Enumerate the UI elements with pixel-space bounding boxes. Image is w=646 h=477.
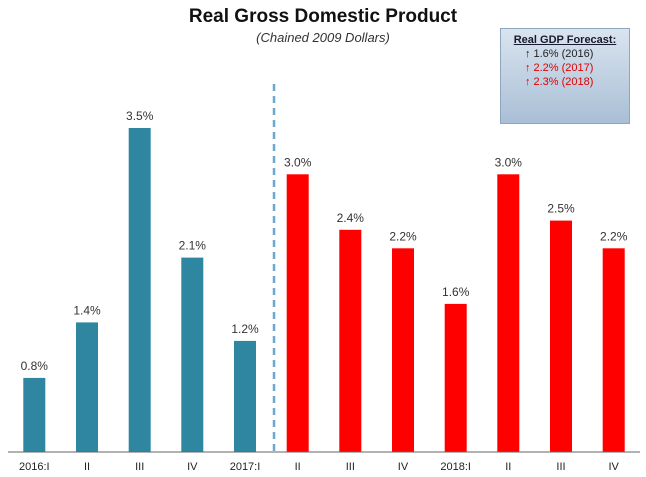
bar-0 xyxy=(23,377,46,452)
value-label-1: 1.4% xyxy=(73,303,101,317)
value-label-3: 2.1% xyxy=(179,239,207,253)
forecast-entry-2018: ↑ 2.3% (2018) xyxy=(507,75,623,89)
tick-label-9: II xyxy=(505,461,511,473)
bar-9 xyxy=(497,174,520,453)
tick-label-0: 2016:I xyxy=(19,461,50,473)
bar-1 xyxy=(76,322,98,452)
tick-labels-group: 2016:I II III IV 2017:I II III IV 2018:I II III IV xyxy=(19,461,620,473)
bar-5 xyxy=(286,174,309,453)
chart-title: Real Gross Domestic Product xyxy=(188,6,458,27)
bar-11 xyxy=(602,248,625,452)
forecast-legend-box: Real GDP Forecast: ↑ 1.6% (2016) ↑ 2.2% (2… xyxy=(500,28,630,124)
arrow-up-icon: ↑ xyxy=(525,48,531,60)
bar-4 xyxy=(234,340,256,452)
tick-label-10: III xyxy=(556,461,565,473)
tick-label-4: 2017:I xyxy=(230,461,261,473)
value-label-2: 3.5% xyxy=(126,109,154,123)
forecast-entry-text: 1.6% (2016) xyxy=(533,48,594,60)
tick-label-8: 2018:I xyxy=(440,461,471,473)
value-label-5: 3.0% xyxy=(284,155,312,169)
forecast-legend-title: Real GDP Forecast: xyxy=(513,34,617,46)
bar-2 xyxy=(128,128,151,452)
forecast-entry-text: 2.3% (2018) xyxy=(533,76,594,88)
value-label-7: 2.2% xyxy=(389,229,417,243)
forecast-entry-2017: ↑ 2.2% (2017) xyxy=(507,61,623,75)
value-label-4: 1.2% xyxy=(231,322,259,336)
value-label-10: 2.5% xyxy=(547,202,575,216)
forecast-entry-2016: ↑ 1.6% (2016) xyxy=(507,47,623,61)
value-label-9: 3.0% xyxy=(495,155,523,169)
value-label-8: 1.6% xyxy=(442,285,470,299)
value-label-11: 2.2% xyxy=(600,229,628,243)
chart-subtitle: (Chained 2009 Dollars) xyxy=(256,30,390,45)
tick-label-3: IV xyxy=(187,461,198,473)
value-labels-group: 0.8% 1.4% 3.5% 2.1% 1.2% 3.0% 2.4% 2.2% 1.6% 3.0%… xyxy=(21,109,628,373)
bar-6 xyxy=(339,229,362,452)
arrow-up-icon: ↑ xyxy=(525,62,531,74)
forecast-entry-text: 2.2% (2017) xyxy=(533,62,594,74)
tick-label-11: IV xyxy=(608,461,619,473)
bar-8 xyxy=(444,303,467,452)
tick-label-6: III xyxy=(346,461,355,473)
tick-label-2: III xyxy=(135,461,144,473)
tick-label-7: IV xyxy=(398,461,409,473)
tick-label-1: II xyxy=(84,461,90,473)
value-label-0: 0.8% xyxy=(21,359,49,373)
bar-10 xyxy=(550,220,572,452)
tick-label-5: II xyxy=(295,461,301,473)
bars-group xyxy=(23,128,625,453)
bar-3 xyxy=(181,257,204,452)
value-label-6: 2.4% xyxy=(337,211,365,225)
arrow-up-icon: ↑ xyxy=(525,76,531,88)
bar-7 xyxy=(392,248,414,452)
